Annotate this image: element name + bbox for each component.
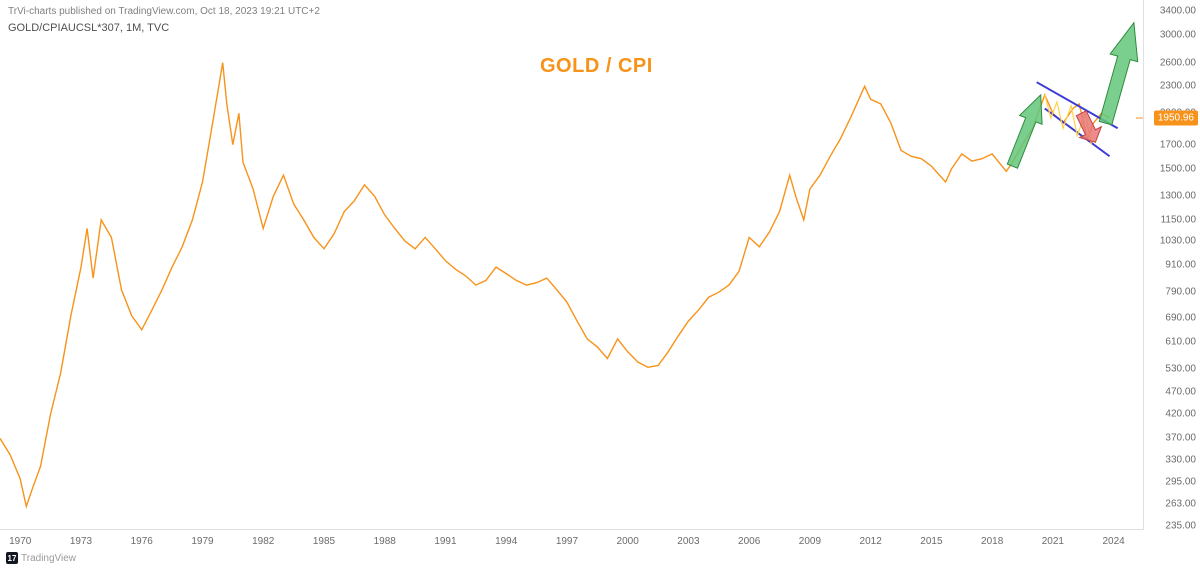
- y-tick: 1700.00: [1160, 139, 1196, 150]
- x-tick: 1979: [191, 536, 213, 547]
- x-tick: 1973: [70, 536, 92, 547]
- x-tick: 1994: [495, 536, 517, 547]
- plot-area[interactable]: [0, 0, 1144, 530]
- y-tick: 1030.00: [1160, 236, 1196, 247]
- x-tick: 2021: [1042, 536, 1064, 547]
- x-tick: 1976: [131, 536, 153, 547]
- y-tick: 790.00: [1165, 287, 1196, 298]
- tv-logo-text: TradingView: [21, 553, 76, 564]
- y-tick: 263.00: [1165, 499, 1196, 510]
- y-tick: 330.00: [1165, 455, 1196, 466]
- y-tick: 1150.00: [1161, 214, 1196, 225]
- y-tick: 470.00: [1165, 387, 1196, 398]
- x-tick: 2015: [920, 536, 942, 547]
- x-axis: 17 TradingView 1970 1973 1976 1979 1982 1985 1…: [0, 529, 1144, 568]
- x-tick: 2006: [738, 536, 760, 547]
- tradingview-logo: 17 TradingView: [6, 552, 76, 564]
- x-tick: 2018: [981, 536, 1003, 547]
- y-tick: 235.00: [1165, 520, 1196, 531]
- price-chart-svg: [0, 0, 1144, 530]
- x-tick: 2024: [1103, 536, 1125, 547]
- x-tick: 1988: [374, 536, 396, 547]
- x-tick: 2003: [677, 536, 699, 547]
- y-tick: 910.00: [1165, 259, 1196, 270]
- y-tick: 610.00: [1165, 337, 1196, 348]
- x-tick: 1982: [252, 536, 274, 547]
- x-tick: 2009: [799, 536, 821, 547]
- y-tick: 1300.00: [1160, 191, 1196, 202]
- x-tick: 1991: [434, 536, 456, 547]
- y-tick: 530.00: [1165, 364, 1196, 375]
- x-tick: 1997: [556, 536, 578, 547]
- chart-container: TrVi-charts published on TradingView.com…: [0, 0, 1200, 568]
- y-tick: 2300.00: [1160, 81, 1196, 92]
- projection-arrow: [1007, 95, 1042, 168]
- tv-logo-icon: 17: [6, 552, 18, 564]
- x-tick: 1970: [9, 536, 31, 547]
- y-tick: 295.00: [1165, 477, 1196, 488]
- y-tick: 2600.00: [1160, 57, 1196, 68]
- y-axis: 235.00 263.00 295.00 330.00 370.00 420.00 470.…: [1143, 0, 1200, 530]
- current-price-badge: 1950.96: [1154, 111, 1198, 126]
- y-tick: 420.00: [1165, 408, 1196, 419]
- y-tick: 370.00: [1165, 433, 1196, 444]
- y-tick: 690.00: [1165, 313, 1196, 324]
- x-tick: 1985: [313, 536, 335, 547]
- y-tick: 1500.00: [1160, 163, 1196, 174]
- x-tick: 2012: [860, 536, 882, 547]
- price-line: [0, 63, 1110, 507]
- x-tick: 2000: [617, 536, 639, 547]
- projection-arrow: [1099, 23, 1137, 125]
- y-tick: 3400.00: [1160, 6, 1196, 17]
- y-tick: 3000.00: [1160, 30, 1196, 41]
